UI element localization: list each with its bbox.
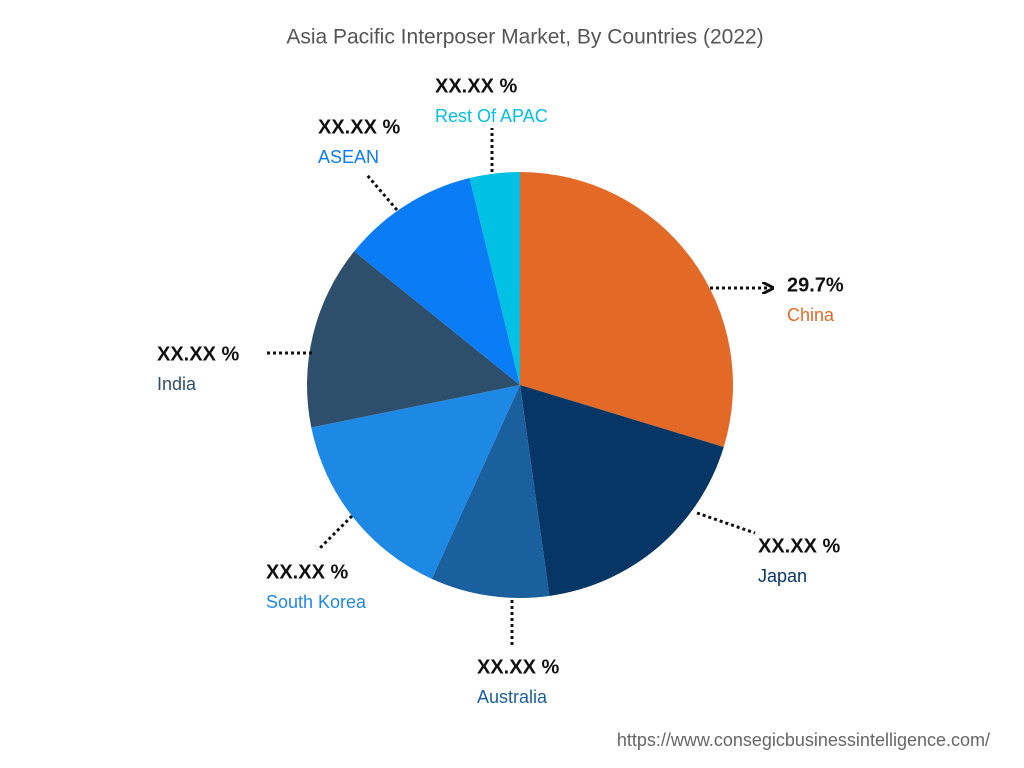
data-label: XX.XX % [318,116,400,138]
data-label: XX.XX % [266,561,348,583]
data-label: XX.XX % [157,343,239,365]
data-label: XX.XX % [477,656,559,678]
leader-line [365,174,399,211]
pie-slice [307,251,520,428]
chart-title: Asia Pacific Interposer Market, By Count… [286,26,763,49]
legend-label: India [157,374,197,394]
pie-slice [520,172,733,447]
leader-line [316,514,354,552]
source: https://www.consegicbusinessintelligence… [617,730,990,750]
pie-slice [520,385,724,596]
data-label: XX.XX % [435,75,517,97]
legend-label: China [787,305,835,325]
legend-label: Australia [477,687,548,707]
legend-label: Rest Of APAC [435,106,548,126]
leader-line [696,511,756,535]
pie-slice [311,385,520,579]
pie-slice [431,385,550,598]
legend-label: Japan [758,566,807,586]
data-label: XX.XX % [758,535,840,557]
data-label: 29.7% [787,274,844,296]
pie-slice [354,178,520,385]
legend-label: ASEAN [318,147,379,167]
legend-label: South Korea [266,592,367,612]
pie-slice [469,172,520,385]
